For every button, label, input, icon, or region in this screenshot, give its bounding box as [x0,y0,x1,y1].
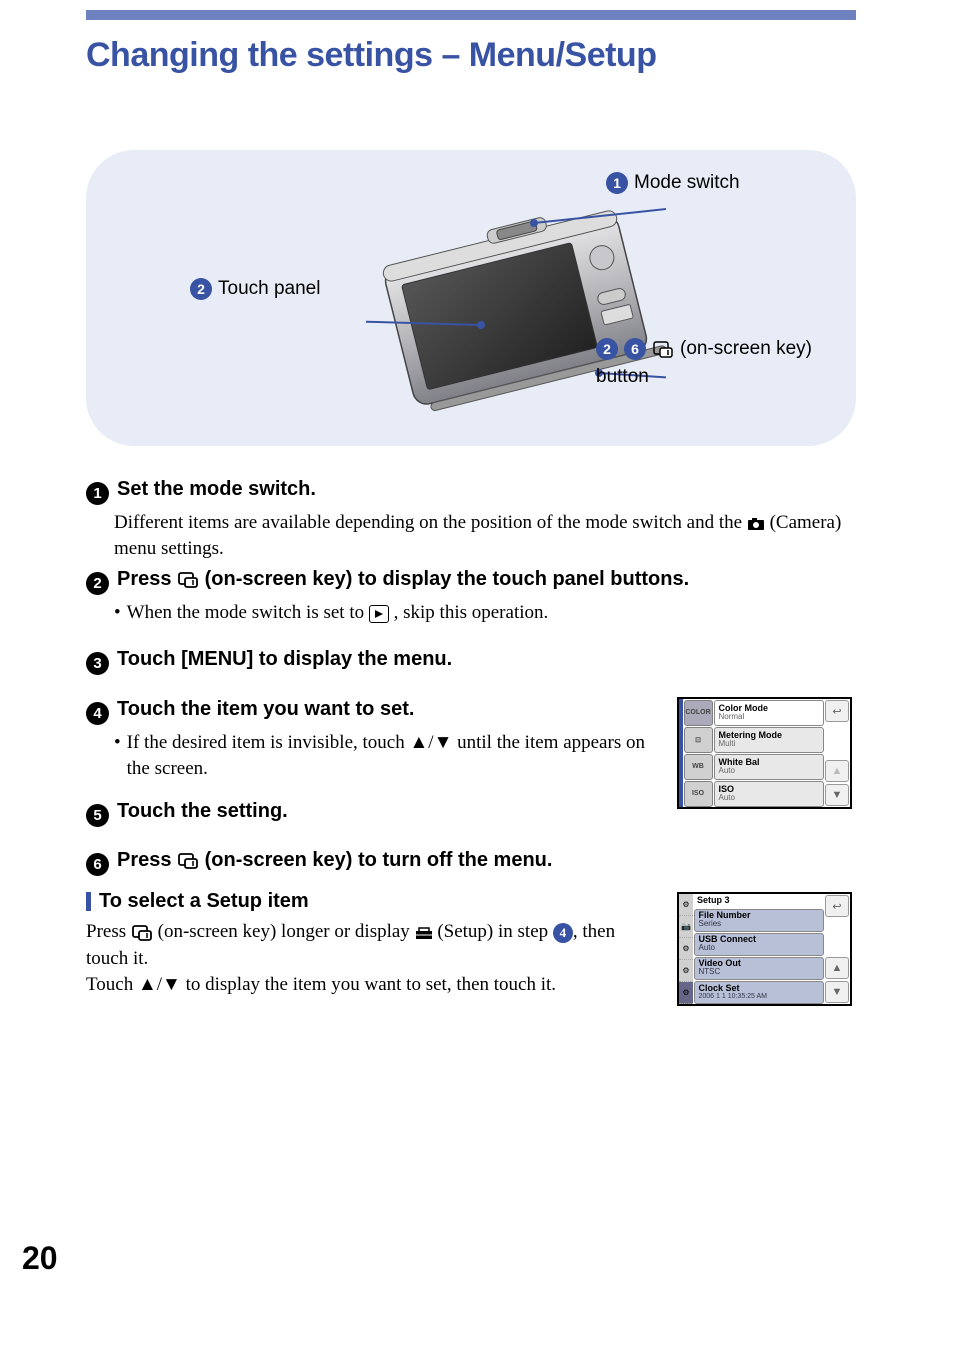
menu-item-iso[interactable]: ISO Auto [714,781,824,807]
callout-onscreen-key: 2 6 (on-screen key) button [596,338,846,388]
menu-icon-column: COLOR ⊡ WB ISO [683,699,713,807]
num-bullet-1: 1 [606,172,628,194]
play-icon [369,605,389,623]
setup-up-button[interactable]: ▲ [825,957,849,979]
step-2: 2 Press (on-screen key) to display the t… [86,568,856,626]
callout-label-line2: button [596,366,846,388]
onscreen-key-icon [177,571,199,589]
onscreen-key-icon [177,852,199,870]
step-num-6: 6 [86,853,109,876]
menu-item-color-mode[interactable]: Color Mode Normal [714,700,824,726]
callout-label: Mode switch [634,172,740,194]
setup-tab-icon[interactable]: 📷 [679,916,693,938]
setup-toolbox-icon [415,926,433,940]
setup-tab-icon[interactable]: ⚙ [679,938,693,960]
step-head-text: Touch [MENU] to display the menu. [117,648,452,671]
inline-step-ref: 4 [553,923,573,943]
setup-tab-icon[interactable]: ⚙ [679,960,693,982]
callout-label: Touch panel [218,278,320,300]
step-head-text: Touch the setting. [117,800,288,823]
step-num-3: 3 [86,652,109,675]
camera-illustration [366,180,666,430]
setup-label-column: Setup 3 File Number Series USB Connect A… [693,894,824,1004]
num-bullet-2b: 2 [596,338,618,360]
menu-up-button[interactable]: ▲ [825,760,849,782]
menu-icon-iso[interactable]: ISO [684,781,713,807]
step-1-body: Different items are available depending … [114,510,856,561]
step-2-bullet: When the mode switch is set to , skip th… [127,600,549,626]
page-title: Changing the settings – Menu/Setup [86,36,656,75]
menu-back-button[interactable]: ↩ [825,700,849,722]
page-number: 20 [22,1240,58,1277]
menu-panel-setup3: ⚙ 📷 ⚙ ⚙ ⚙ Setup 3 File Number Series USB… [677,892,852,1006]
step-4: 4 Touch the item you want to set. • If t… [86,698,656,781]
setup-header: Setup 3 [693,894,824,908]
setup-tab-icon-active[interactable]: ⚙ [679,982,693,1004]
callout-touch-panel: 2 Touch panel [190,278,320,300]
step-num-2: 2 [86,572,109,595]
camera-icon [747,517,765,531]
setup-heading: To select a Setup item [99,890,309,913]
step-4-bullet: If the desired item is invisible, touch … [127,730,656,781]
menu-panel-color: COLOR ⊡ WB ISO Color Mode Normal Meterin… [677,697,852,809]
setup-item-video-out[interactable]: Video Out NTSC [694,957,824,980]
onscreen-key-icon [652,339,674,359]
setup-item-file-number[interactable]: File Number Series [694,909,824,932]
step-head-text: Set the mode switch. [117,478,316,501]
menu-item-metering[interactable]: Metering Mode Multi [714,727,824,753]
setup-down-button[interactable]: ▼ [825,981,849,1003]
menu-icon-wb[interactable]: WB [684,754,713,780]
step-1: 1 Set the mode switch. Different items a… [86,478,856,561]
menu-down-button[interactable]: ▼ [825,784,849,806]
setup-tab-icon[interactable]: ⚙ [679,894,693,916]
step-head-text: Press (on-screen key) to display the tou… [117,568,689,591]
setup-button-column: ↩ ▲ ▼ [824,894,850,1004]
step-num-5: 5 [86,804,109,827]
setup-item-clock[interactable]: Clock Set 2006 1 1 10:35:25 AM [694,981,824,1004]
setup-icon-column: ⚙ 📷 ⚙ ⚙ ⚙ [679,894,693,1004]
step-num-1: 1 [86,482,109,505]
menu-icon-color[interactable]: COLOR [684,700,713,726]
step-6: 6 Press (on-screen key) to turn off the … [86,849,856,881]
menu-button-column: ↩ ▲ ▼ [824,699,850,807]
setup-item-usb[interactable]: USB Connect Auto [694,933,824,956]
num-bullet-6: 6 [624,338,646,360]
num-bullet-2: 2 [190,278,212,300]
blue-bar-icon [86,892,91,911]
top-accent-bar [86,10,856,20]
callout-mode-switch: 1 Mode switch [606,172,740,194]
menu-icon-metering[interactable]: ⊡ [684,727,713,753]
step-3: 3 Touch [MENU] to display the menu. [86,648,856,680]
callout-label: (on-screen key) [680,338,812,360]
step-num-4: 4 [86,702,109,725]
menu-item-white-bal[interactable]: White Bal Auto [714,754,824,780]
onscreen-key-icon [131,924,153,942]
step-head-text: Touch the item you want to set. [117,698,414,721]
step-head-text: Press (on-screen key) to turn off the me… [117,849,552,872]
camera-diagram: 1 Mode switch 2 Touch panel 2 6 (on-scre… [86,150,856,446]
setup-back-button[interactable]: ↩ [825,895,849,917]
menu-label-column: Color Mode Normal Metering Mode Multi Wh… [713,699,824,807]
